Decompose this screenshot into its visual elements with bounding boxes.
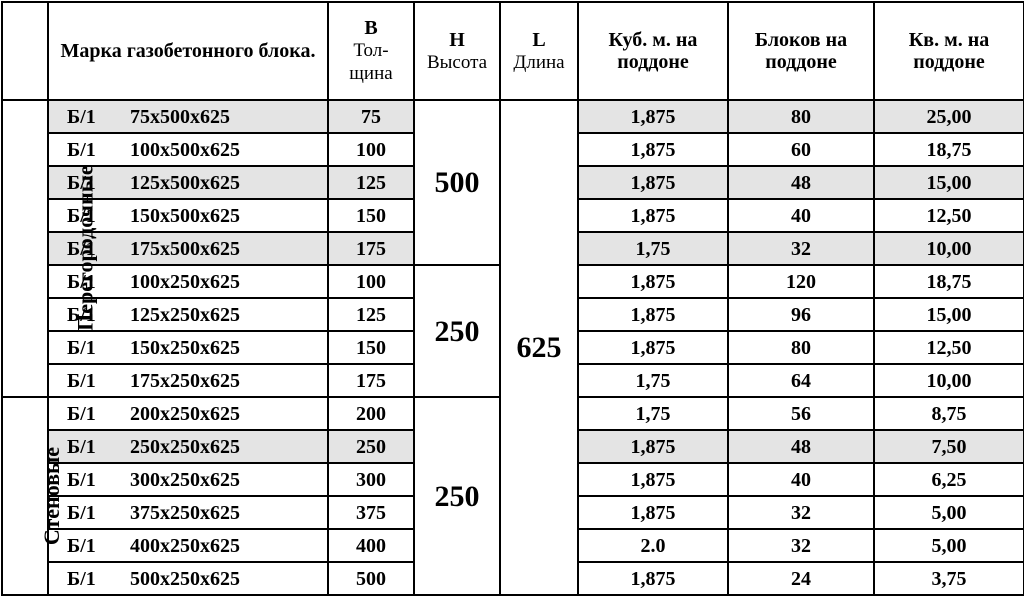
cell-blocks: 80 xyxy=(728,331,874,364)
hdr-L: L Длина xyxy=(500,2,578,100)
cell-blocks: 32 xyxy=(728,496,874,529)
cell-B: 375 xyxy=(328,496,414,529)
cell-mark: Б/1 150х250х625 xyxy=(48,331,328,364)
cell-sqm: 12,50 xyxy=(874,331,1024,364)
cell-H: 500 xyxy=(414,100,500,265)
cell-B: 100 xyxy=(328,265,414,298)
table-body: ПерегородочныеБ/1 75х500х625755006251,87… xyxy=(2,100,1024,595)
cell-B: 400 xyxy=(328,529,414,562)
cell-B: 300 xyxy=(328,463,414,496)
cell-cub: 1,75 xyxy=(578,397,728,430)
hdr-B: B Тол-щина xyxy=(328,2,414,100)
hdr-sqm: Кв. м. на поддоне xyxy=(874,2,1024,100)
cell-B: 175 xyxy=(328,364,414,397)
cell-mark: Б/1 300х250х625 xyxy=(48,463,328,496)
hdr-blocks: Блоков на поддоне xyxy=(728,2,874,100)
hdr-H: H Высота xyxy=(414,2,500,100)
cell-cub: 1,875 xyxy=(578,100,728,133)
cell-sqm: 25,00 xyxy=(874,100,1024,133)
cell-H: 250 xyxy=(414,397,500,595)
cell-blocks: 120 xyxy=(728,265,874,298)
cell-sqm: 12,50 xyxy=(874,199,1024,232)
cell-sqm: 6,25 xyxy=(874,463,1024,496)
cell-cub: 1,75 xyxy=(578,232,728,265)
cell-B: 75 xyxy=(328,100,414,133)
cell-B: 175 xyxy=(328,232,414,265)
cell-cub: 1,875 xyxy=(578,430,728,463)
cell-blocks: 40 xyxy=(728,199,874,232)
cell-blocks: 80 xyxy=(728,100,874,133)
cell-blocks: 48 xyxy=(728,166,874,199)
hdr-cub: Куб. м. на поддоне xyxy=(578,2,728,100)
cell-sqm: 3,75 xyxy=(874,562,1024,595)
cell-B: 250 xyxy=(328,430,414,463)
cell-cub: 1,875 xyxy=(578,562,728,595)
cell-B: 150 xyxy=(328,331,414,364)
cell-blocks: 64 xyxy=(728,364,874,397)
cell-mark: Б/1 400х250х625 xyxy=(48,529,328,562)
cell-mark: Б/1 250х250х625 xyxy=(48,430,328,463)
hdr-category xyxy=(2,2,48,100)
cell-mark: Б/1 100х500х625 xyxy=(48,133,328,166)
cell-cub: 1,875 xyxy=(578,265,728,298)
cell-B: 100 xyxy=(328,133,414,166)
cell-blocks: 40 xyxy=(728,463,874,496)
cell-cub: 2.0 xyxy=(578,529,728,562)
cell-sqm: 5,00 xyxy=(874,496,1024,529)
cell-sqm: 10,00 xyxy=(874,364,1024,397)
cell-cub: 1,875 xyxy=(578,463,728,496)
cell-sqm: 5,00 xyxy=(874,529,1024,562)
cell-sqm: 15,00 xyxy=(874,166,1024,199)
cell-mark: Б/1 200х250х625 xyxy=(48,397,328,430)
hdr-mark: Марка газобетонного блока. xyxy=(48,2,328,100)
cell-sqm: 15,00 xyxy=(874,298,1024,331)
table-row: ПерегородочныеБ/1 75х500х625755006251,87… xyxy=(2,100,1024,133)
cell-cub: 1,875 xyxy=(578,133,728,166)
cell-mark: Б/1 75х500х625 xyxy=(48,100,328,133)
cell-blocks: 96 xyxy=(728,298,874,331)
hdr-L-sub: Длина xyxy=(513,52,564,73)
cell-cub: 1,875 xyxy=(578,496,728,529)
cell-blocks: 56 xyxy=(728,397,874,430)
cell-sqm: 8,75 xyxy=(874,397,1024,430)
cell-sqm: 10,00 xyxy=(874,232,1024,265)
aerated-concrete-block-table: Марка газобетонного блока. B Тол-щина H … xyxy=(1,1,1024,596)
cell-blocks: 60 xyxy=(728,133,874,166)
hdr-H-sub: Высота xyxy=(427,52,487,73)
cell-sqm: 7,50 xyxy=(874,430,1024,463)
cell-cub: 1,75 xyxy=(578,364,728,397)
cell-sqm: 18,75 xyxy=(874,265,1024,298)
cell-B: 125 xyxy=(328,298,414,331)
cell-L: 625 xyxy=(500,100,578,595)
cell-cub: 1,875 xyxy=(578,331,728,364)
cell-B: 500 xyxy=(328,562,414,595)
cell-mark: Б/1 500х250х625 xyxy=(48,562,328,595)
cell-cub: 1,875 xyxy=(578,199,728,232)
cell-blocks: 32 xyxy=(728,232,874,265)
cell-mark: Б/1 175х250х625 xyxy=(48,364,328,397)
category-label: Стеновые xyxy=(2,397,48,595)
cell-B: 200 xyxy=(328,397,414,430)
cell-sqm: 18,75 xyxy=(874,133,1024,166)
cell-B: 125 xyxy=(328,166,414,199)
cell-blocks: 48 xyxy=(728,430,874,463)
hdr-B-sub: Тол-щина xyxy=(349,40,392,84)
cell-H: 250 xyxy=(414,265,500,397)
cell-mark: Б/1 375х250х625 xyxy=(48,496,328,529)
cell-B: 150 xyxy=(328,199,414,232)
cell-blocks: 24 xyxy=(728,562,874,595)
category-label: Перегородочные xyxy=(2,100,48,397)
cell-cub: 1,875 xyxy=(578,298,728,331)
cell-cub: 1,875 xyxy=(578,166,728,199)
cell-blocks: 32 xyxy=(728,529,874,562)
